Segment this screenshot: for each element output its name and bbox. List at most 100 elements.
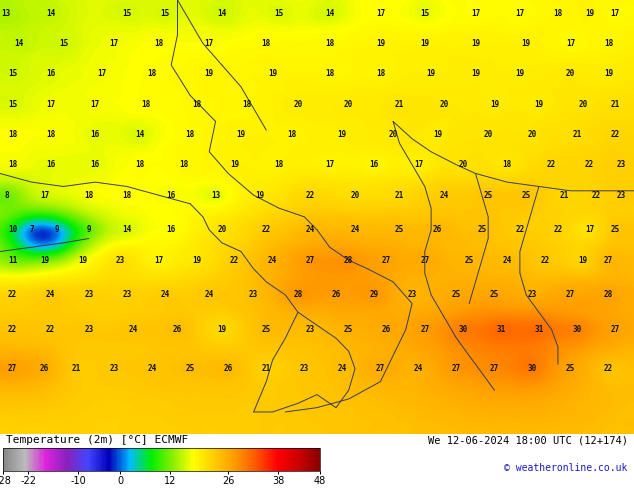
Text: 18: 18 [325,69,334,78]
Text: 19: 19 [205,69,214,78]
Text: 14: 14 [325,8,334,18]
Text: 17: 17 [585,225,594,234]
Text: 22: 22 [8,291,17,299]
Text: 15: 15 [122,8,131,18]
Text: 22: 22 [592,191,600,199]
Text: 25: 25 [484,191,493,199]
Text: 20: 20 [294,99,302,109]
Text: 19: 19 [534,99,543,109]
Text: 16: 16 [91,160,100,169]
Text: 18: 18 [8,160,17,169]
Text: 25: 25 [477,225,486,234]
Text: 22: 22 [8,325,17,334]
Text: 10: 10 [8,225,17,234]
Text: 17: 17 [40,191,49,199]
Text: 18: 18 [84,191,93,199]
Text: 22: 22 [604,364,613,373]
Text: 13: 13 [2,8,11,18]
Text: 22: 22 [306,191,315,199]
Text: 15: 15 [160,8,169,18]
Text: 17: 17 [97,69,106,78]
Text: 26: 26 [382,325,391,334]
Text: 24: 24 [205,291,214,299]
Text: 18: 18 [141,99,150,109]
Text: 19: 19 [40,256,49,265]
Text: 29: 29 [370,291,378,299]
Text: 25: 25 [465,256,474,265]
Text: 9: 9 [86,225,91,234]
Text: 24: 24 [439,191,448,199]
Text: 18: 18 [503,160,512,169]
Text: 17: 17 [611,8,619,18]
Text: 19: 19 [433,130,442,139]
Text: 22: 22 [547,160,556,169]
Text: 25: 25 [490,291,499,299]
Text: 19: 19 [78,256,87,265]
Text: 26: 26 [40,364,49,373]
Text: 27: 27 [611,325,619,334]
Text: 24: 24 [148,364,157,373]
Text: 23: 23 [408,291,417,299]
Text: 25: 25 [452,291,461,299]
Text: 19: 19 [256,191,264,199]
Text: 17: 17 [376,8,385,18]
Text: 23: 23 [617,160,626,169]
Text: 20: 20 [389,130,398,139]
Text: 19: 19 [420,39,429,48]
Text: 31: 31 [496,325,505,334]
Text: 16: 16 [91,130,100,139]
Text: 20: 20 [484,130,493,139]
Text: 19: 19 [192,256,201,265]
Text: 30: 30 [528,364,537,373]
Text: 23: 23 [122,291,131,299]
Text: 17: 17 [414,160,423,169]
Text: 18: 18 [275,160,283,169]
Text: 24: 24 [414,364,423,373]
Text: 26: 26 [224,364,233,373]
Text: 25: 25 [262,325,271,334]
Text: 15: 15 [8,69,17,78]
Text: 20: 20 [351,191,359,199]
Text: 16: 16 [46,69,55,78]
Text: 20: 20 [439,99,448,109]
Text: 21: 21 [262,364,271,373]
Text: 20: 20 [528,130,537,139]
Text: 28: 28 [604,291,613,299]
Text: 28: 28 [344,256,353,265]
Text: 22: 22 [262,225,271,234]
Text: 25: 25 [186,364,195,373]
Text: 19: 19 [338,130,347,139]
Text: 18: 18 [376,69,385,78]
Text: 23: 23 [306,325,315,334]
Text: 27: 27 [420,256,429,265]
Text: 18: 18 [553,8,562,18]
Text: 18: 18 [154,39,163,48]
Text: 19: 19 [585,8,594,18]
Text: 19: 19 [490,99,499,109]
Text: 17: 17 [515,8,524,18]
Text: 17: 17 [110,39,119,48]
Text: 25: 25 [522,191,531,199]
Text: 23: 23 [84,325,93,334]
Text: 13: 13 [211,191,220,199]
Text: 20: 20 [458,160,467,169]
Text: Temperature (2m) [°C] ECMWF: Temperature (2m) [°C] ECMWF [6,435,188,445]
Text: 21: 21 [611,99,619,109]
Text: 27: 27 [604,256,613,265]
Text: 18: 18 [192,99,201,109]
Text: 27: 27 [490,364,499,373]
Text: 27: 27 [8,364,17,373]
Text: 23: 23 [300,364,309,373]
Text: 15: 15 [420,8,429,18]
Text: 26: 26 [332,291,340,299]
Text: 20: 20 [579,99,588,109]
Text: 21: 21 [395,191,404,199]
Text: 22: 22 [46,325,55,334]
Text: 24: 24 [351,225,359,234]
Text: 11: 11 [8,256,17,265]
Text: 25: 25 [344,325,353,334]
Text: 19: 19 [217,325,226,334]
Text: 25: 25 [566,364,575,373]
Text: 30: 30 [458,325,467,334]
Text: 18: 18 [8,130,17,139]
